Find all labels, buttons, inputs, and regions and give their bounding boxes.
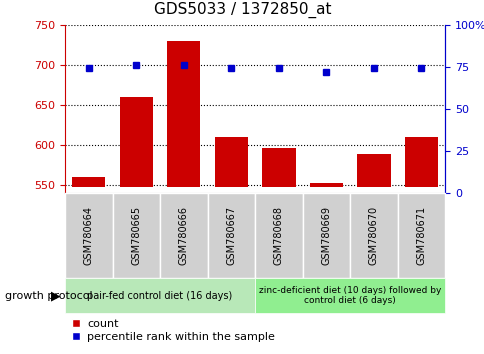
Text: GSM780666: GSM780666 xyxy=(179,206,188,265)
Text: GDS5033 / 1372850_at: GDS5033 / 1372850_at xyxy=(153,1,331,18)
Bar xyxy=(167,41,200,187)
Text: GSM780670: GSM780670 xyxy=(368,206,378,265)
Text: GSM780671: GSM780671 xyxy=(416,206,425,265)
Bar xyxy=(357,154,390,187)
Legend: count, percentile rank within the sample: count, percentile rank within the sample xyxy=(70,319,274,342)
Text: GSM780664: GSM780664 xyxy=(84,206,93,265)
Bar xyxy=(65,278,255,313)
Bar xyxy=(302,193,349,278)
Text: ▶: ▶ xyxy=(50,289,60,302)
Bar xyxy=(207,193,255,278)
Bar xyxy=(120,97,152,187)
Text: GSM780668: GSM780668 xyxy=(273,206,283,265)
Bar xyxy=(160,193,207,278)
Text: pair-fed control diet (16 days): pair-fed control diet (16 days) xyxy=(87,291,232,301)
Bar xyxy=(65,193,112,278)
Bar xyxy=(349,193,397,278)
Bar xyxy=(214,137,247,187)
Text: GSM780665: GSM780665 xyxy=(131,206,141,265)
Text: growth protocol: growth protocol xyxy=(5,291,92,301)
Text: zinc-deficient diet (10 days) followed by
control diet (6 days): zinc-deficient diet (10 days) followed b… xyxy=(258,286,440,305)
Bar xyxy=(397,193,444,278)
Bar xyxy=(404,137,437,187)
Bar xyxy=(309,183,342,187)
Text: GSM780667: GSM780667 xyxy=(226,206,236,265)
Bar xyxy=(255,193,302,278)
Bar xyxy=(255,278,444,313)
Text: GSM780669: GSM780669 xyxy=(321,206,331,265)
Bar xyxy=(112,193,160,278)
Bar xyxy=(262,148,295,187)
Bar xyxy=(72,177,105,187)
